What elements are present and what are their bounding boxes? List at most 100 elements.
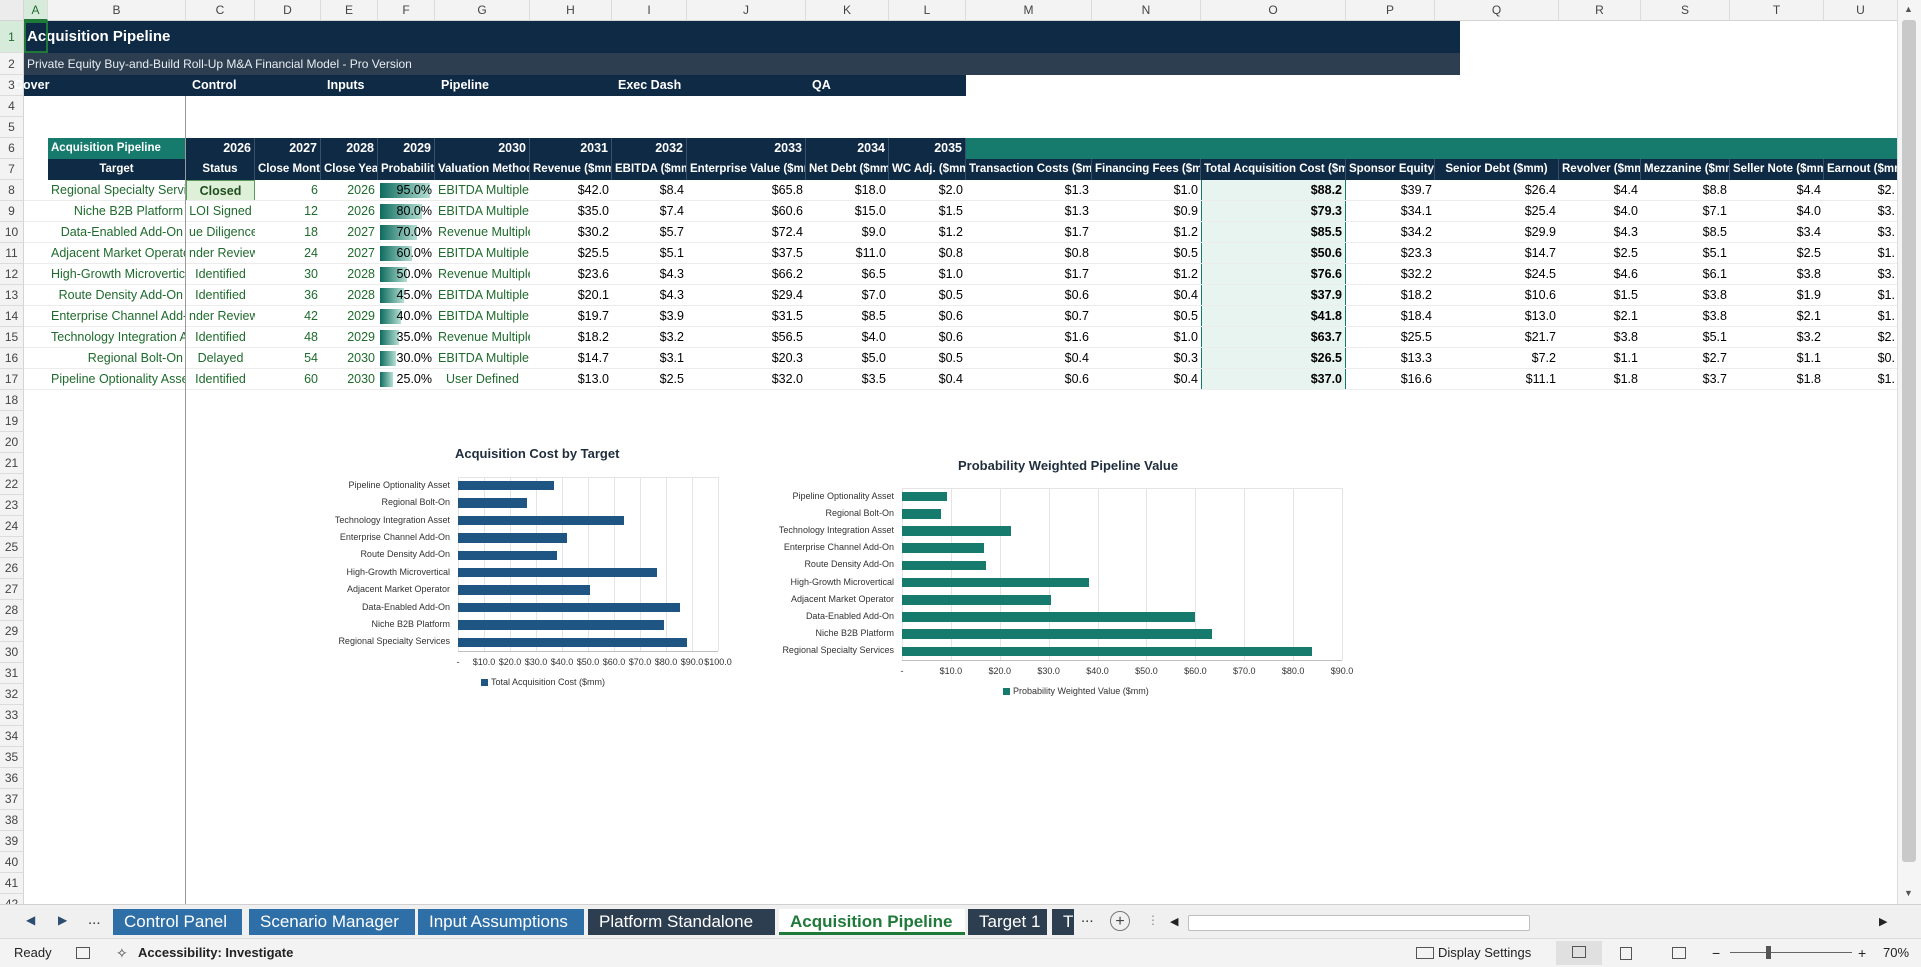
column-header[interactable]: K (806, 0, 889, 21)
scroll-up-icon[interactable]: ▲ (1904, 4, 1913, 14)
cell-ff[interactable]: $0.9 (1173, 204, 1198, 218)
cell-wc[interactable]: $0.5 (938, 351, 963, 365)
cell-rv[interactable]: $1.8 (1613, 372, 1638, 386)
cell-sd[interactable]: $11.1 (1525, 372, 1556, 386)
row-header[interactable]: 40 (0, 852, 24, 873)
cell-month[interactable]: 12 (304, 204, 318, 218)
nav-link-pipeline[interactable]: Pipeline (441, 78, 489, 92)
cell-nd[interactable]: $4.0 (861, 330, 886, 344)
row-header[interactable]: 12 (0, 264, 24, 285)
cell-ebitda[interactable]: $8.4 (659, 183, 684, 197)
horizontal-scrollbar[interactable]: ◀ ▶ (1170, 913, 1921, 931)
cell-target[interactable]: Niche B2B Platform (73, 204, 183, 218)
cell-total[interactable]: $26.5 (1201, 348, 1346, 369)
cell-method[interactable]: EBITDA Multiple (438, 204, 530, 218)
row-header[interactable]: 14 (0, 306, 24, 327)
hscroll-right-icon[interactable]: ▶ (1879, 916, 1888, 928)
horizontal-scroll-thumb[interactable] (1188, 915, 1530, 931)
cell-method[interactable]: EBITDA Multiple (438, 309, 530, 323)
row-header[interactable]: 38 (0, 810, 24, 831)
cell-status[interactable]: Identified (195, 372, 246, 386)
cell-wc[interactable]: $0.6 (938, 330, 963, 344)
cell-month[interactable]: 30 (304, 267, 318, 281)
cell-se[interactable]: $13.3 (1400, 351, 1432, 365)
cell-rv[interactable]: $1.1 (1613, 351, 1638, 365)
cell-nd[interactable]: $15.0 (854, 204, 886, 218)
chart-bar[interactable] (902, 526, 1012, 536)
cell-nd[interactable]: $18.0 (854, 183, 886, 197)
cell-ebitda[interactable]: $2.5 (659, 372, 684, 386)
row-header[interactable]: 33 (0, 705, 24, 726)
cell-status[interactable]: ue Diligence (189, 225, 255, 239)
cell-sn[interactable]: $4.0 (1796, 204, 1821, 218)
cell-se[interactable]: $23.3 (1400, 246, 1432, 260)
cell-mz[interactable]: $2.7 (1702, 351, 1727, 365)
nav-link-cover[interactable]: Cover (14, 78, 50, 92)
cell-status[interactable]: nder Review (189, 309, 255, 323)
cell-ev[interactable]: $32.0 (771, 372, 803, 386)
column-header[interactable]: M (966, 0, 1092, 21)
cell-rev[interactable]: $19.7 (577, 309, 609, 323)
cell-sn[interactable]: $3.2 (1796, 330, 1821, 344)
cell-year[interactable]: 2030 (347, 351, 375, 365)
accessibility-status[interactable]: Accessibility: Investigate (138, 945, 294, 960)
cell-rv[interactable]: $4.4 (1613, 183, 1638, 197)
row-header[interactable]: 23 (0, 495, 24, 516)
sheet-tab-scenario-manager[interactable]: Scenario Manager (249, 909, 415, 935)
cell-rev[interactable]: $35.0 (577, 204, 609, 218)
cell-ff[interactable]: $0.3 (1173, 351, 1198, 365)
column-header[interactable]: D (255, 0, 321, 21)
cell-rev[interactable]: $25.5 (577, 246, 609, 260)
cell-se[interactable]: $34.1 (1400, 204, 1432, 218)
column-header[interactable]: A (24, 0, 48, 21)
cell-rev[interactable]: $18.2 (577, 330, 609, 344)
column-header[interactable]: N (1092, 0, 1201, 21)
cell-wc[interactable]: $0.8 (938, 246, 963, 260)
cell-month[interactable]: 60 (304, 372, 318, 386)
cell-total[interactable]: $41.8 (1201, 306, 1346, 327)
cell-sn[interactable]: $4.4 (1796, 183, 1821, 197)
cell-ev[interactable]: $56.5 (771, 330, 803, 344)
cell-mz[interactable]: $3.8 (1702, 309, 1727, 323)
chart-bar[interactable] (902, 629, 1212, 639)
cell-rv[interactable]: $2.5 (1613, 246, 1638, 260)
row-header[interactable]: 42 (0, 894, 24, 904)
cell-rv[interactable]: $1.5 (1613, 288, 1638, 302)
row-header[interactable]: 3 (0, 75, 24, 96)
cell-sn[interactable]: $2.5 (1796, 246, 1821, 260)
cell-year[interactable]: 2028 (347, 288, 375, 302)
row-header[interactable]: 20 (0, 432, 24, 453)
sheet-tab-acquisition-pipeline[interactable]: Acquisition Pipeline (779, 909, 965, 935)
sheet-tab-input-assumptions[interactable]: Input Assumptions (418, 909, 584, 935)
cell-ev[interactable]: $66.2 (771, 267, 803, 281)
cell-year[interactable]: 2026 (347, 183, 375, 197)
cell-status[interactable]: Identified (195, 267, 246, 281)
row-header[interactable]: 30 (0, 642, 24, 663)
cell-wc[interactable]: $0.5 (938, 288, 963, 302)
add-sheet-icon[interactable]: + (1110, 911, 1130, 931)
row-header[interactable]: 26 (0, 558, 24, 579)
chart-bar[interactable] (902, 646, 1312, 657)
cell-year[interactable]: 2027 (347, 225, 375, 239)
cell-mz[interactable]: $8.5 (1702, 225, 1727, 239)
cell-ebitda[interactable]: $7.4 (659, 204, 684, 218)
cell-ebitda[interactable]: $4.3 (659, 288, 684, 302)
row-header[interactable]: 11 (0, 243, 24, 264)
cell-ebitda[interactable]: $5.1 (659, 246, 684, 260)
cell-ev[interactable]: $31.5 (771, 309, 803, 323)
row-header[interactable]: 37 (0, 789, 24, 810)
cell-ebitda[interactable]: $5.7 (659, 225, 684, 239)
cell-month[interactable]: 24 (304, 246, 318, 260)
cell-method[interactable]: Revenue Multiple (438, 330, 530, 344)
cell-eo[interactable]: $1. (1877, 246, 1895, 260)
row-header[interactable]: 10 (0, 222, 24, 243)
cell-wc[interactable]: $0.6 (938, 309, 963, 323)
cell-eo[interactable]: $2. (1877, 183, 1895, 197)
cell-eo[interactable]: $1. (1877, 372, 1895, 386)
chart-bar[interactable] (902, 543, 984, 553)
cell-sn[interactable]: $2.1 (1796, 309, 1821, 323)
cell-nd[interactable]: $3.5 (861, 372, 886, 386)
row-header[interactable]: 19 (0, 411, 24, 432)
cell-status[interactable]: nder Review (189, 246, 255, 260)
chart-bar[interactable] (902, 577, 1090, 588)
